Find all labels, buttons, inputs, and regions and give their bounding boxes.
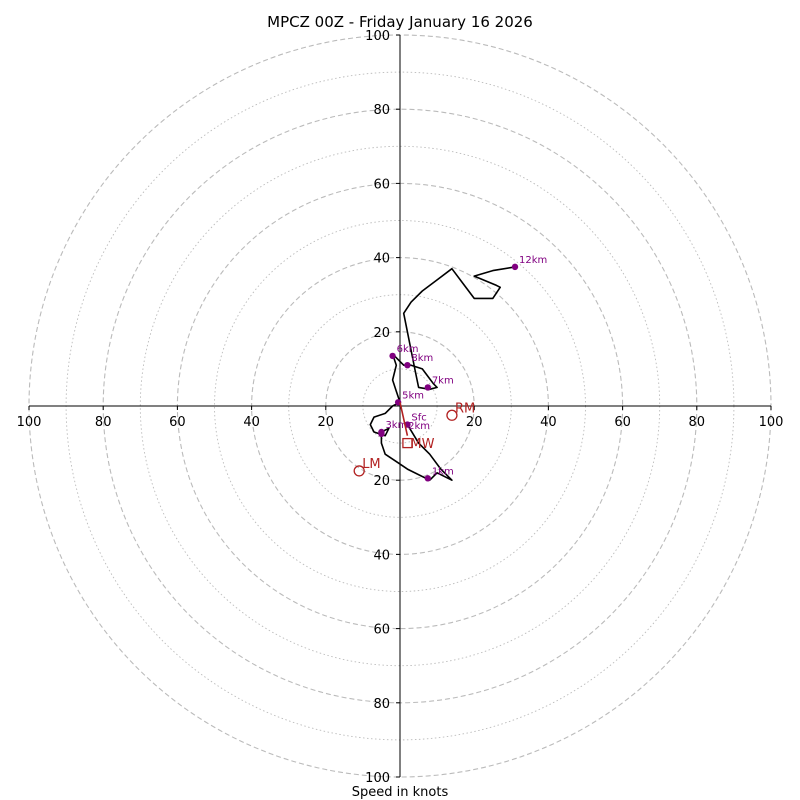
marker-label-mw: MW [410,437,434,452]
x-tick-label: 60 [614,415,631,430]
x-tick-label: 100 [17,415,42,430]
y-tick-label: 20 [373,474,390,489]
height-label-2km: 2km [408,421,430,432]
y-tick-labels: 100 80 60 40 20 20 40 60 80 100 [365,29,400,786]
x-tick-label: 80 [689,415,706,430]
x-tick-label: 80 [95,415,112,430]
x-tick-label: 100 [759,415,784,430]
storm-motion-arrow [399,402,409,436]
x-tick-label: 60 [169,415,186,430]
height-label-12km: 12km [519,255,547,266]
y-tick-label: 60 [373,177,390,192]
y-tick-label: 40 [373,252,390,267]
y-tick-label: 80 [373,103,390,118]
y-tick-label: 100 [365,29,390,44]
y-tick-label: 100 [365,771,390,786]
marker-lm [353,465,365,477]
height-point-8km [404,361,411,369]
marker-mw [402,437,413,449]
height-label-7km: 7km [432,375,454,386]
hodograph-trace [369,266,516,482]
x-tick-label: 40 [540,415,557,430]
height-point-6km [389,352,396,360]
height-label-6km: 6km [397,344,419,355]
chart-title: MPCZ 00Z - Friday January 16 2026 [267,13,533,31]
x-tick-label: 20 [318,415,335,430]
y-tick-label: 60 [373,623,390,638]
y-tick-label: 80 [373,697,390,712]
marker-rm [446,409,458,421]
height-label-8km: 8km [411,353,433,364]
height-point-7km [424,384,432,391]
height-point-1km [424,475,432,482]
height-label-3km: 3km [385,420,407,431]
x-tick-label: 20 [466,415,483,430]
y-tick-label: 20 [373,326,390,341]
axes [29,35,771,777]
x-tick-labels: 100 80 60 40 20 20 40 60 80 100 [17,406,784,430]
height-point-12km [511,263,519,271]
height-label-sfc: Sfc [411,413,426,424]
x-axis-label: Speed in knots [352,785,449,800]
x-tick-label: 40 [243,415,260,430]
y-tick-label: 40 [373,548,390,563]
height-label-5km: 5km [402,390,424,401]
height-label-1km: 1km [432,466,454,477]
hodograph-line [369,266,516,482]
storm-markers: RM LM MW [353,401,475,477]
marker-label-rm: RM [455,401,475,416]
height-point [378,430,385,438]
height-points: Sfc 1km 3km 5km 6km 7km 8km 12km 2km [378,255,547,482]
marker-label-lm: LM [362,457,380,472]
